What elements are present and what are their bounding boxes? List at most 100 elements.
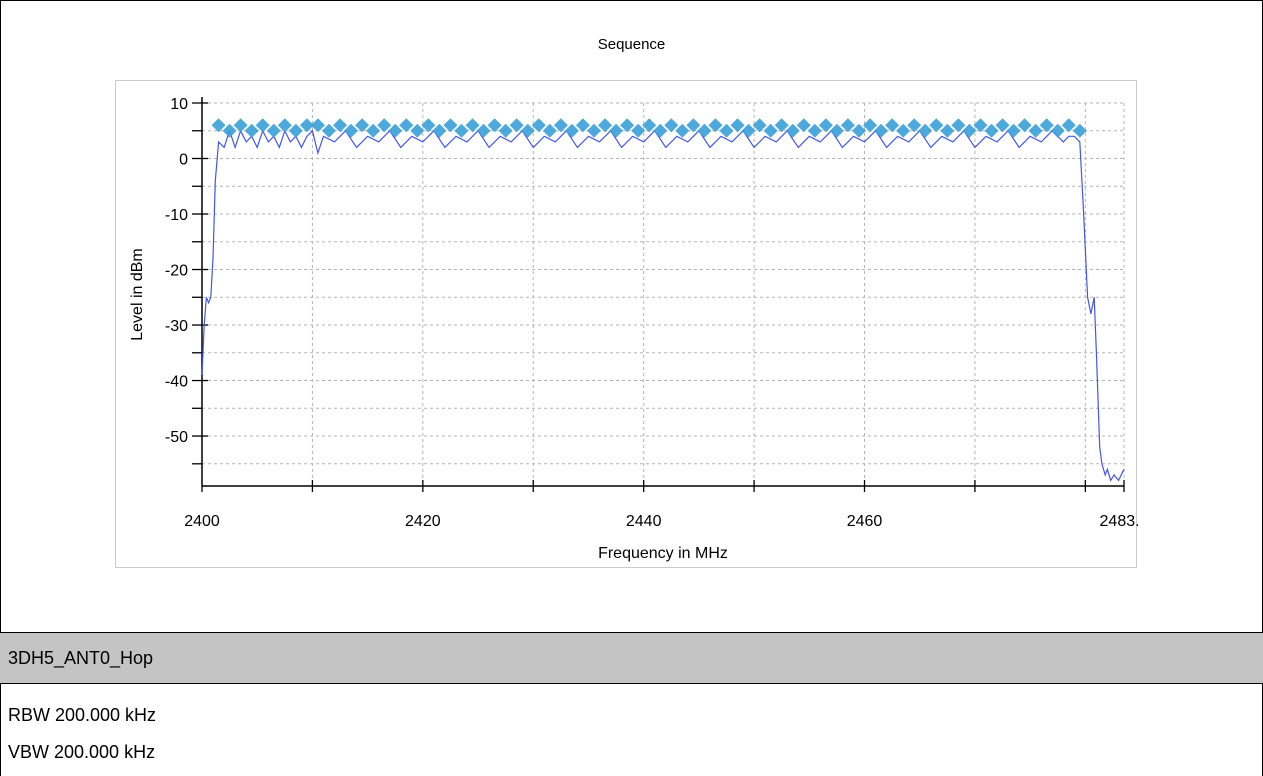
x-tick-label: 2420 <box>405 513 441 530</box>
peak-marker <box>487 118 502 133</box>
rbw-info: RBW 200.000 kHz <box>8 705 157 725</box>
peak-marker <box>796 118 811 133</box>
plot-ticks: 10 0 -10 -20 -30 -40 -50 2400 2420 2440 2460 2483.5 <box>165 96 1138 530</box>
spectrum-plot: 10 0 -10 -20 -30 -40 -50 2400 2420 2440 2460 2483.5… <box>129 96 1138 562</box>
peak-marker <box>885 118 900 133</box>
peak-marker <box>410 123 425 138</box>
trace-line <box>201 128 1125 482</box>
peak-marker <box>653 123 668 138</box>
peak-marker <box>620 118 635 133</box>
peak-marker <box>366 123 381 138</box>
peak-marker <box>476 123 491 138</box>
series-layer <box>201 118 1125 482</box>
peak-marker <box>730 118 745 133</box>
peak-marker <box>553 118 568 133</box>
peak-marker <box>785 123 800 138</box>
peak-marker <box>355 118 370 133</box>
peak-marker <box>962 123 977 138</box>
peak-marker <box>774 118 789 133</box>
section-header: 3DH5_ANT0_Hop <box>0 632 1263 684</box>
peak-marker <box>388 123 403 138</box>
plot-axes <box>201 97 1124 487</box>
peak-marker <box>520 123 535 138</box>
y-tick-label: 0 <box>179 152 188 169</box>
peak-marker <box>244 123 259 138</box>
chart-title: Sequence <box>597 36 666 53</box>
peak-marker <box>377 118 392 133</box>
x-tick-label: 2400 <box>184 513 220 530</box>
peak-marker <box>1006 123 1021 138</box>
peak-marker <box>973 118 988 133</box>
chart-container: 10 0 -10 -20 -30 -40 -50 2400 2420 2440 2460 2483.5… <box>115 80 1138 568</box>
peak-marker <box>1072 123 1087 138</box>
peak-marker <box>686 118 701 133</box>
peak-marker <box>598 118 613 133</box>
peak-marker <box>829 123 844 138</box>
peak-marker <box>465 118 480 133</box>
peak-marker <box>896 123 911 138</box>
peak-marker <box>586 123 601 138</box>
peak-marker <box>918 123 933 138</box>
peak-marker <box>233 118 248 133</box>
peak-marker <box>907 118 922 133</box>
peak-marker <box>1028 123 1043 138</box>
peak-marker <box>211 118 226 133</box>
peak-marker <box>310 118 325 133</box>
y-tick-label: -10 <box>165 207 188 224</box>
peak-marker <box>1039 118 1054 133</box>
x-tick-label: 2440 <box>626 513 662 530</box>
y-tick-label: -50 <box>165 429 188 446</box>
peak-marker <box>1017 118 1032 133</box>
x-tick-label: 2460 <box>847 513 883 530</box>
peak-marker <box>863 118 878 133</box>
y-tick-label: -30 <box>165 318 188 335</box>
peak-marker <box>995 118 1010 133</box>
y-tick-label: 10 <box>170 96 188 113</box>
peak-marker <box>874 123 889 138</box>
peak-marker <box>940 123 955 138</box>
peak-marker <box>763 123 778 138</box>
peak-marker <box>542 123 557 138</box>
peak-marker <box>664 118 679 133</box>
peak-marker <box>851 123 866 138</box>
peak-marker <box>984 123 999 138</box>
peak-marker <box>642 118 657 133</box>
plot-grid <box>202 102 1125 486</box>
peak-marker <box>531 118 546 133</box>
peak-marker <box>951 118 966 133</box>
peak-marker <box>752 118 767 133</box>
y-tick-label: -40 <box>165 374 188 391</box>
peak-marker <box>299 118 314 133</box>
x-tick-label: 2483.5 <box>1100 513 1138 530</box>
peak-marker <box>840 118 855 133</box>
vbw-info: VBW 200.000 kHz <box>8 742 156 762</box>
y-axis-label: Level in dBm <box>129 248 146 341</box>
peak-marker <box>421 118 436 133</box>
peak-marker <box>1050 123 1065 138</box>
peak-marker <box>631 123 646 138</box>
peak-marker <box>697 123 712 138</box>
y-tick-label: -20 <box>165 263 188 280</box>
peak-marker <box>1061 118 1076 133</box>
peak-marker <box>719 123 734 138</box>
peak-marker <box>222 123 237 138</box>
peak-marker <box>807 123 822 138</box>
peak-marker <box>454 123 469 138</box>
peak-marker <box>277 118 292 133</box>
peak-marker <box>564 123 579 138</box>
peak-marker <box>399 118 414 133</box>
peak-marker <box>818 118 833 133</box>
peak-marker <box>741 123 756 138</box>
peak-marker <box>929 118 944 133</box>
top-border <box>0 0 1263 1</box>
peak-marker <box>575 118 590 133</box>
peak-marker <box>344 123 359 138</box>
peak-marker <box>321 123 336 138</box>
peak-marker <box>498 123 513 138</box>
x-axis-label: Frequency in MHz <box>598 545 728 562</box>
peak-marker <box>288 123 303 138</box>
peak-marker <box>333 118 348 133</box>
peak-marker <box>675 123 690 138</box>
peak-marker <box>266 123 281 138</box>
peak-marker <box>443 118 458 133</box>
